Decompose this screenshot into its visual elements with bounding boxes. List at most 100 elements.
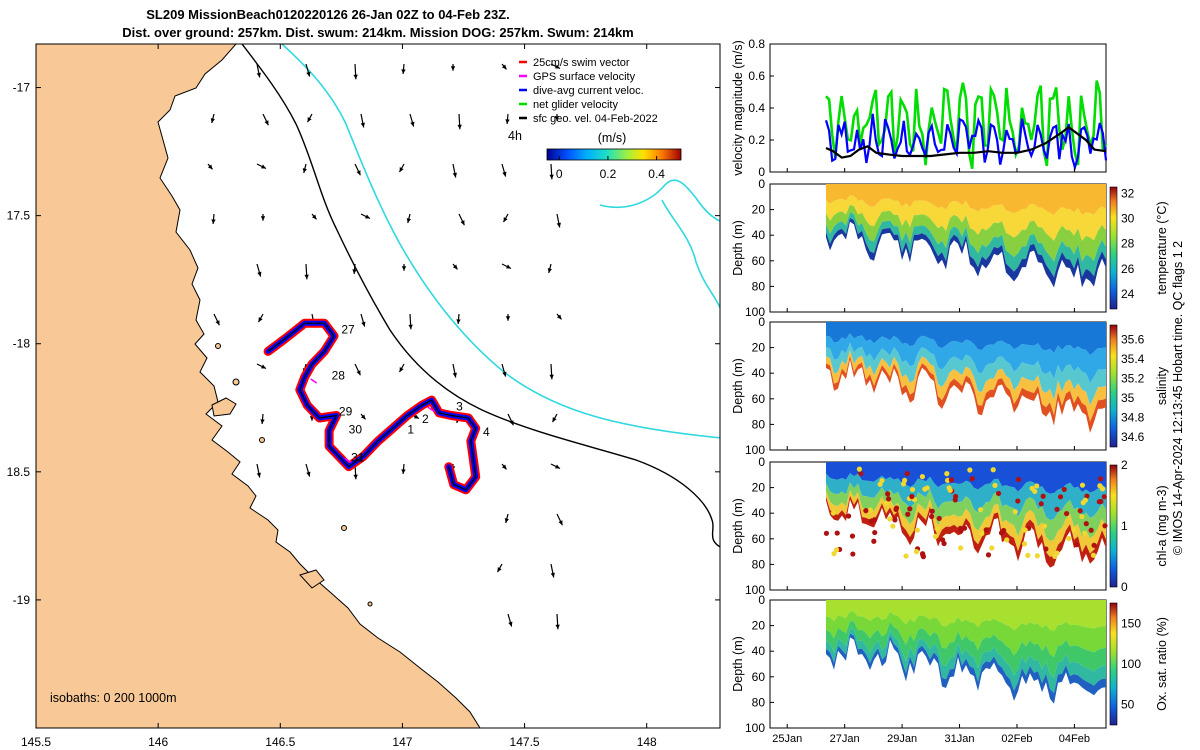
chl-a-sample <box>1077 508 1083 514</box>
geo-velocity-arrowhead <box>306 71 311 77</box>
geo-velocity-arrowhead <box>450 66 456 71</box>
chl-a-sample <box>958 528 964 534</box>
chl-a-sample <box>1054 506 1060 512</box>
chl-a-sample <box>1090 552 1097 558</box>
chl-a-sample <box>958 545 964 551</box>
geo-velocity-arrowhead <box>547 268 552 273</box>
chl-a-sample <box>914 527 920 533</box>
depth-y-tick-label: 60 <box>752 532 766 546</box>
map-x-tick-label: 145.5 <box>21 735 51 749</box>
chl-a-sample <box>985 552 992 558</box>
depth-field-layer <box>826 633 1106 704</box>
geo-velocity-arrowhead <box>311 214 317 220</box>
chl-a-sample <box>944 471 950 477</box>
gps-velocity-mark <box>427 406 435 412</box>
chl-a-sample <box>947 487 953 493</box>
depth-y-tick-label: 0 <box>758 177 765 191</box>
chl-a-sample <box>890 523 896 529</box>
chl-a-sample <box>1071 527 1077 533</box>
chl-a-sample <box>830 510 836 516</box>
geo-velocity-arrowhead <box>207 164 213 170</box>
isobaths-label: isobaths: 0 200 1000m <box>50 691 176 705</box>
chl-a-sample <box>1079 482 1086 488</box>
geo-velocity-arrowhead <box>549 374 554 380</box>
chl-a-sample <box>1097 483 1103 489</box>
island <box>299 569 325 589</box>
net-glider-velocity-line <box>825 80 1108 170</box>
depth-y-tick-label: 20 <box>752 481 766 495</box>
colorbar-tick-label: 32 <box>1121 186 1135 200</box>
chl-a-sample <box>863 508 869 514</box>
chl-a-sample <box>846 513 852 519</box>
time-x-tick-label: 25Jan <box>772 733 802 745</box>
map-y-ticks: -17 17.5 -18 18.5 -19 <box>7 81 720 607</box>
geo-velocity-arrowhead <box>504 518 509 523</box>
chl-a-sample <box>850 551 856 557</box>
map-y-tick-label: 18.5 <box>7 465 31 479</box>
map-y-tick-label: -17 <box>13 81 31 95</box>
geo-velocity-arrowhead <box>356 370 361 376</box>
geo-velocity-arrowhead <box>399 367 404 373</box>
geo-velocity-arrowhead <box>360 414 366 420</box>
geo-velocity-arrowhead <box>505 316 511 321</box>
geo-velocity-arrowhead <box>401 69 406 74</box>
legend-label: sfc geo. vel. 04-Feb-2022 <box>533 113 658 125</box>
chl-a-sample <box>909 486 916 493</box>
geo-velocity-arrowhead <box>215 320 220 326</box>
chl-a-sample <box>1038 501 1044 507</box>
geo-velocity-arrowhead <box>452 372 457 378</box>
colorbar-label: salinity <box>1155 366 1169 405</box>
isobath-1000 <box>281 44 720 439</box>
geo-velocity-arrowhead <box>256 72 261 78</box>
geo-velocity-arrowhead <box>260 419 265 424</box>
depth-y-tick-label: 40 <box>752 228 766 242</box>
geo-velocity-arrowhead <box>353 74 358 80</box>
chl-a-sample <box>849 533 856 539</box>
chl-a-sample <box>961 525 968 531</box>
geo-velocity-arrowhead <box>414 414 419 419</box>
geo-velocity-arrowhead <box>502 171 507 177</box>
geo-velocity-arrowhead <box>506 264 511 269</box>
chl-a-sample <box>977 507 984 513</box>
geo-velocity-arrowhead <box>356 170 361 176</box>
depth-y-tick-label: 60 <box>752 254 766 268</box>
day-label: 30 <box>349 422 363 436</box>
chl-a-sample <box>885 491 891 497</box>
depth-y-tick-label: 60 <box>752 670 766 684</box>
time-x-tick-label: 27Jan <box>830 733 860 745</box>
geo-velocity-arrowhead <box>457 124 462 130</box>
geo-velocity-arrowhead <box>399 167 404 173</box>
depth-y-tick-label: 40 <box>752 366 766 380</box>
chl-a-sample <box>902 477 908 483</box>
day-labels: 27 28 29 30 31 12 3 4 <box>332 322 490 464</box>
chl-a-sample <box>1034 483 1040 489</box>
glider-path-line <box>267 322 477 491</box>
geo-velocity-arrowhead <box>258 317 263 323</box>
day-label: 4 <box>483 425 490 439</box>
geo-velocity-arrowhead <box>497 567 502 573</box>
chl-a-sample <box>1101 494 1107 500</box>
velocity-y-tick-label: 0.4 <box>748 101 765 115</box>
colorbar-label: chl-a (mg m-3) <box>1155 485 1169 566</box>
island <box>211 397 237 417</box>
geo-velocity-arrowhead <box>302 168 307 173</box>
colorbar-tick-label: 24 <box>1121 287 1135 301</box>
chl-a-sample <box>834 530 840 536</box>
chl-a-sample <box>877 481 883 487</box>
depth-field-layer <box>826 600 1106 632</box>
chl-a-sample <box>1043 546 1049 552</box>
colorbar-tick-label: 0 <box>556 167 563 181</box>
time-x-tick-label: 02Feb <box>1001 733 1032 745</box>
velocity-panel: 0 0.2 0.4 0.6 0.8 velocity magnitude (m/s) <box>731 37 1108 179</box>
depth-y-tick-label: 100 <box>745 443 765 457</box>
chl-a-sample <box>885 496 892 502</box>
geo-velocity-line <box>825 125 1107 159</box>
velocity-series <box>824 80 1108 172</box>
depth-y-tick-label: 60 <box>752 392 766 406</box>
chl-a-sample <box>1097 476 1104 482</box>
chl-a-sample <box>990 467 996 473</box>
chl-a-sample <box>1096 499 1102 505</box>
velocity-y-ticks: 0 0.2 0.4 0.6 0.8 <box>748 37 774 179</box>
